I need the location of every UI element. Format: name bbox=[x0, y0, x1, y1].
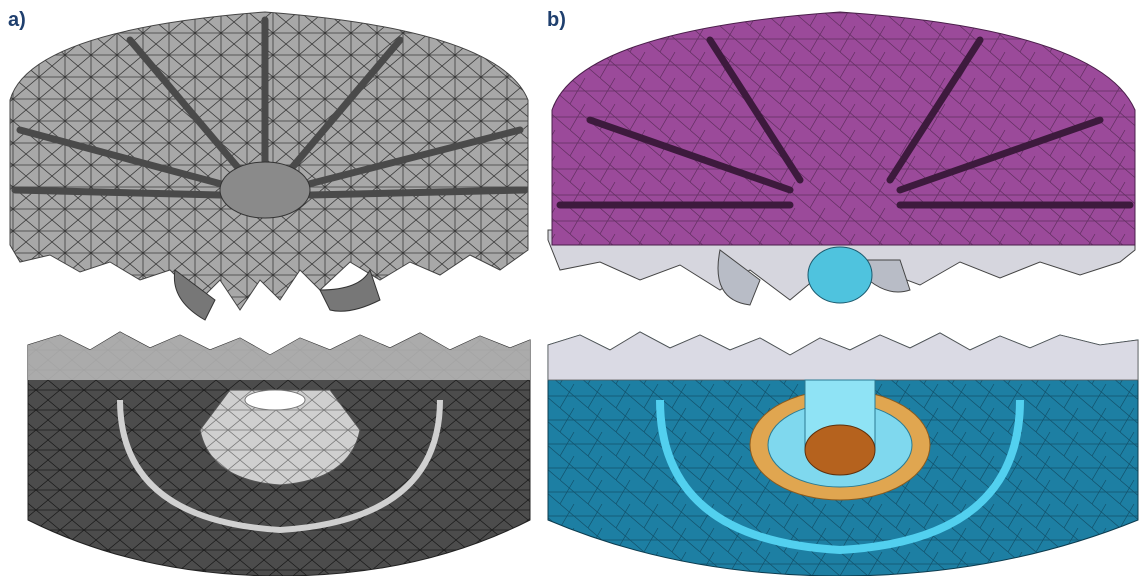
mesh-b-top bbox=[548, 12, 1135, 305]
panel-label: a) bbox=[8, 9, 26, 31]
mesh-a-bottom bbox=[28, 332, 530, 576]
mesh-a-top bbox=[10, 12, 528, 320]
figure: a) b) bbox=[0, 0, 1142, 576]
page: a) b) (() => { const data = JSON.parse(d… bbox=[0, 0, 1142, 576]
panel-label: b) bbox=[547, 9, 566, 31]
mesh-b-bottom bbox=[548, 332, 1138, 576]
